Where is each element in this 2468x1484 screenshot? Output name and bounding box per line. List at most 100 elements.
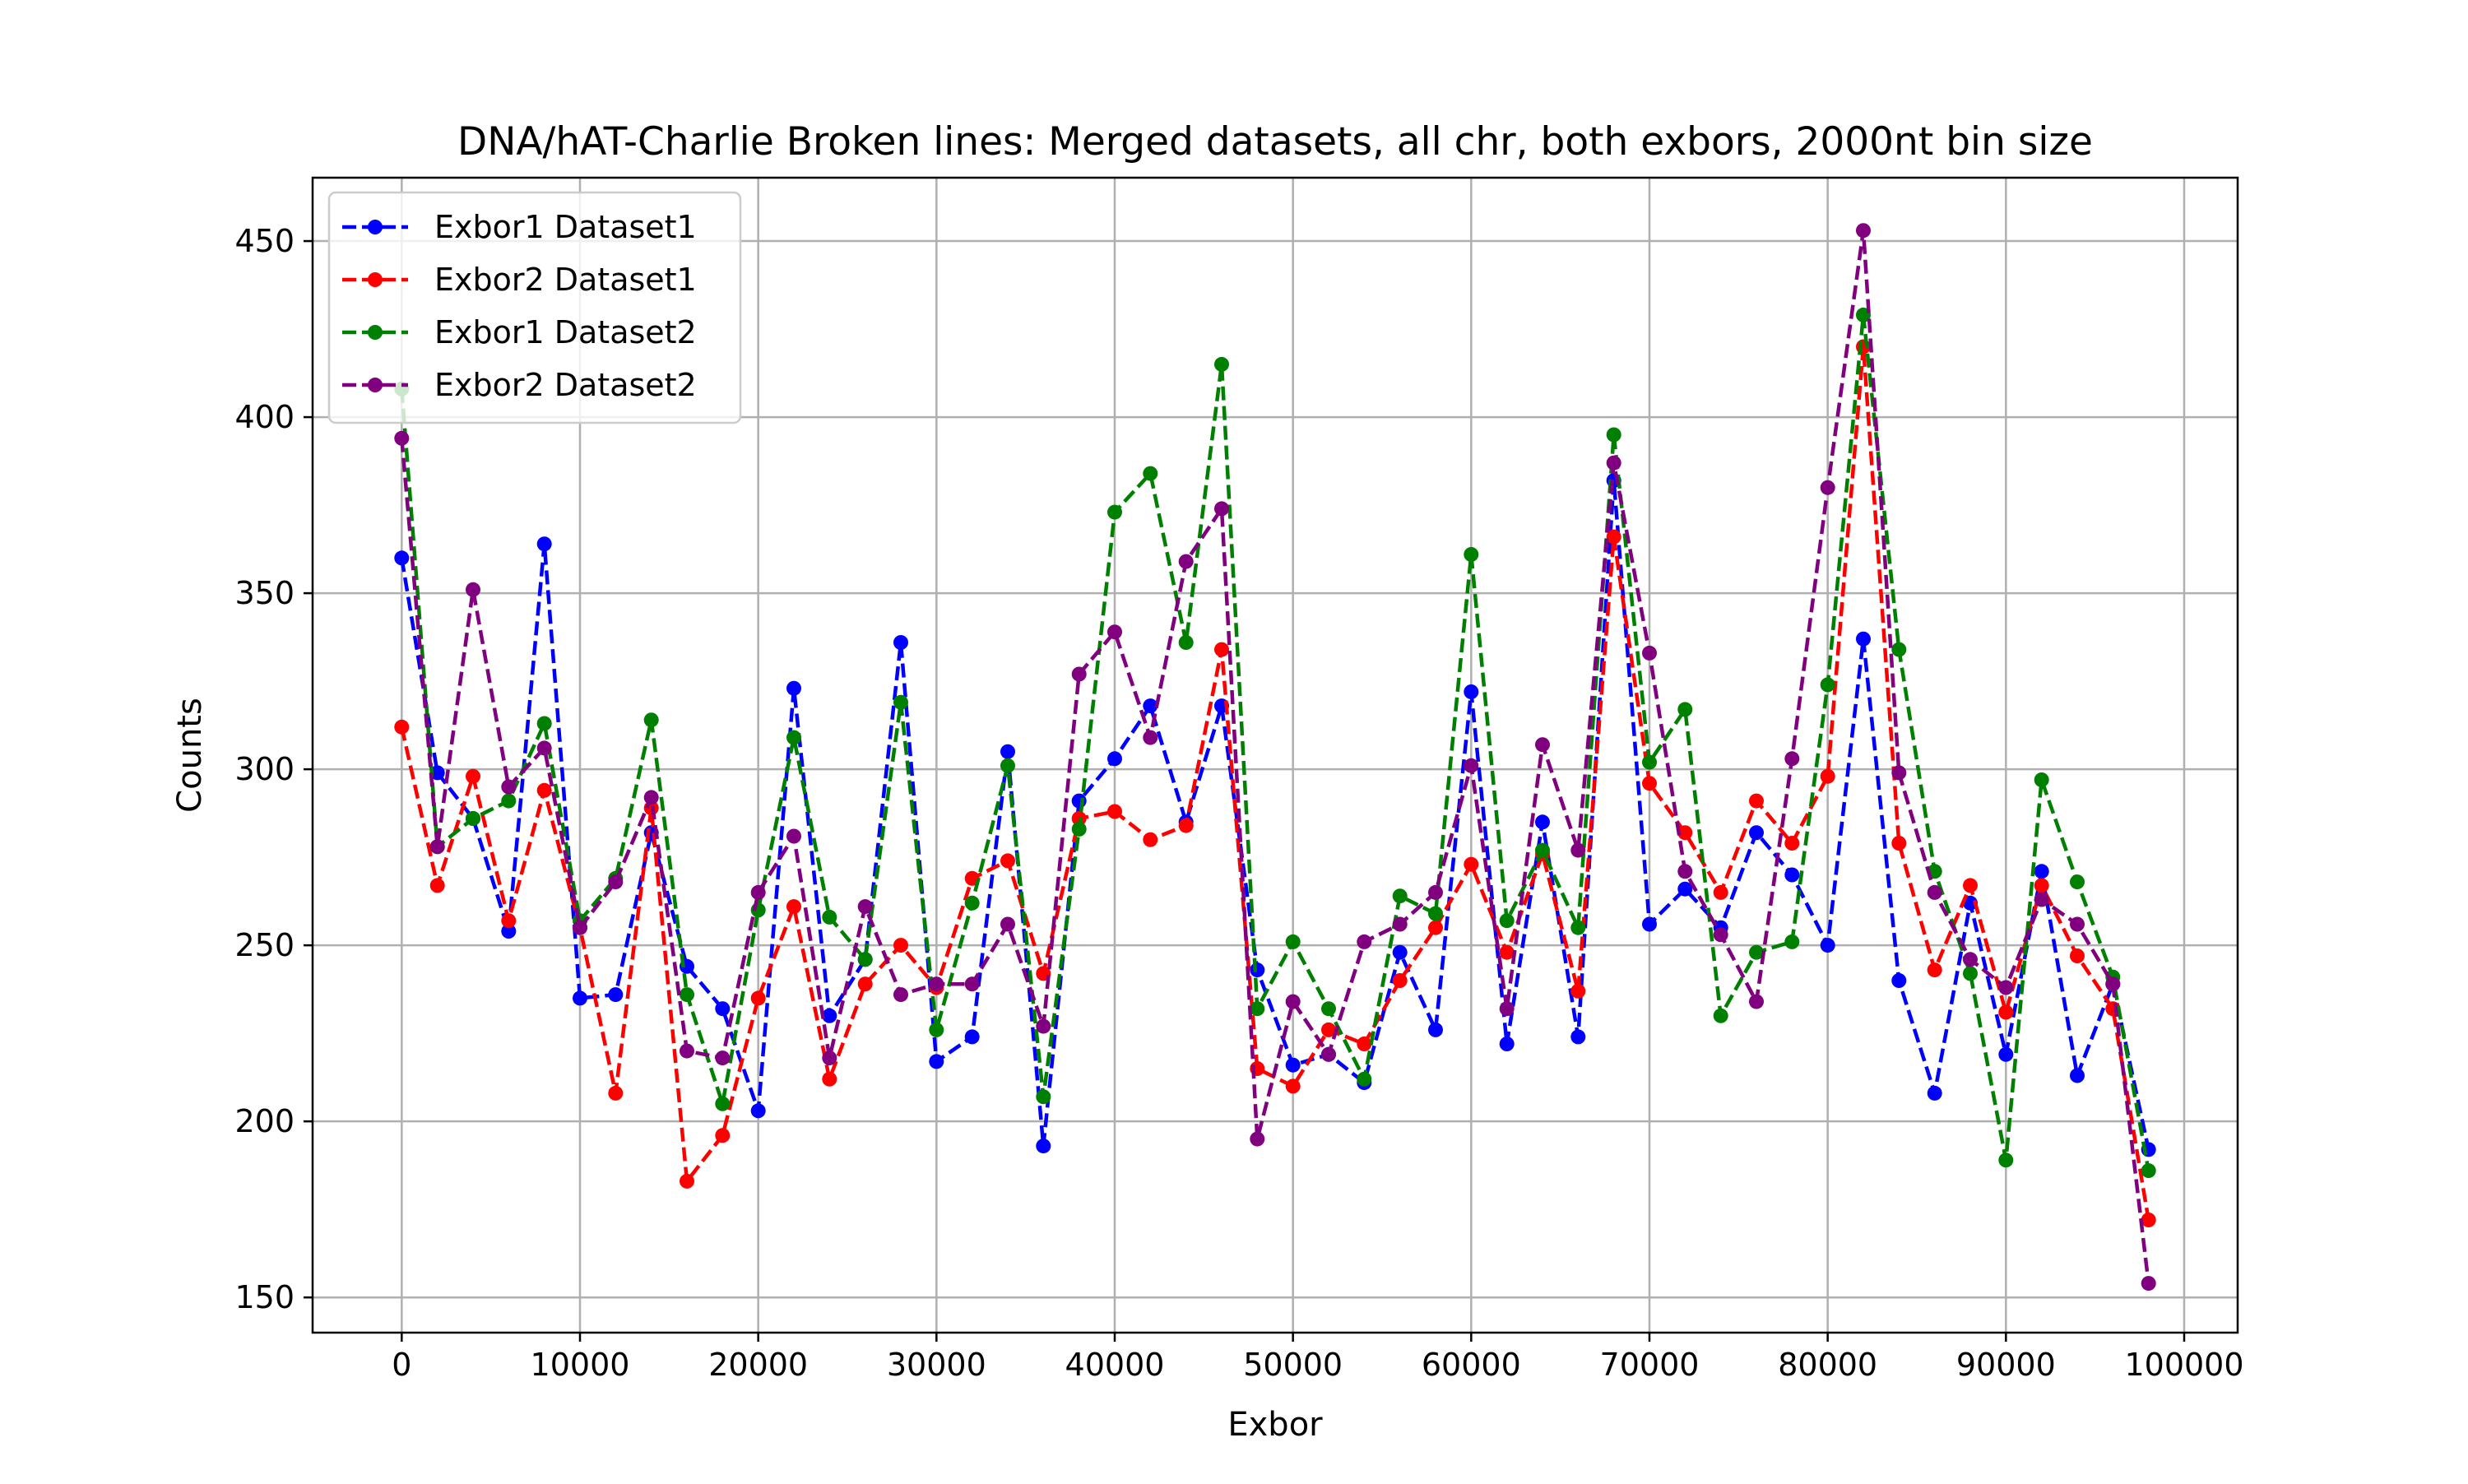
legend-marker xyxy=(368,325,383,340)
data-point xyxy=(822,1071,837,1087)
data-point xyxy=(2105,976,2121,992)
data-point xyxy=(1357,934,1372,949)
data-point xyxy=(964,895,980,911)
data-point xyxy=(822,909,837,925)
data-point xyxy=(536,782,552,798)
data-point xyxy=(1321,1001,1336,1017)
data-point xyxy=(1570,842,1586,858)
data-point xyxy=(2034,864,2049,879)
data-point xyxy=(501,793,517,809)
data-point xyxy=(1250,962,1265,978)
data-point xyxy=(1820,768,1835,784)
data-point xyxy=(1642,776,1657,791)
x-tick-label: 80000 xyxy=(1778,1347,1877,1383)
series-3 xyxy=(394,307,2156,1179)
data-point xyxy=(786,828,801,844)
data-point xyxy=(1392,973,1408,988)
data-point xyxy=(964,976,980,992)
data-point xyxy=(429,878,445,893)
data-point xyxy=(1998,1004,2014,1020)
data-point xyxy=(2141,1276,2156,1292)
data-point xyxy=(1570,920,1586,935)
data-point xyxy=(1749,944,1764,960)
data-point xyxy=(1677,864,1693,879)
data-point xyxy=(1178,635,1194,650)
data-point xyxy=(1963,966,1978,981)
data-point xyxy=(1000,758,1015,773)
series-line xyxy=(400,228,2150,1284)
data-point xyxy=(750,990,766,1006)
data-point xyxy=(857,899,873,915)
data-point xyxy=(1392,916,1408,932)
data-point xyxy=(715,1128,731,1143)
data-point xyxy=(1428,906,1443,921)
data-point xyxy=(1927,1085,1942,1101)
data-point xyxy=(1820,677,1835,693)
legend-item: Exbor2 Dataset2 xyxy=(342,367,697,403)
data-point xyxy=(1570,983,1586,999)
data-point xyxy=(1570,1029,1586,1045)
data-point xyxy=(1642,916,1657,932)
data-point xyxy=(1214,356,1229,372)
data-point xyxy=(1891,765,1907,781)
data-point xyxy=(643,790,659,805)
y-axis-label: Counts xyxy=(171,698,209,813)
data-point xyxy=(1214,501,1229,517)
data-point xyxy=(1784,751,1800,767)
data-point xyxy=(608,1085,624,1101)
data-point xyxy=(1107,804,1122,819)
legend-box xyxy=(327,191,742,424)
data-point xyxy=(1998,980,2014,995)
data-point xyxy=(1392,944,1408,960)
x-tick-label: 90000 xyxy=(1956,1347,2056,1383)
data-point xyxy=(1784,867,1800,883)
data-point xyxy=(2070,1068,2085,1083)
legend-marker xyxy=(368,378,383,392)
data-point xyxy=(822,1008,837,1023)
data-point xyxy=(1428,1022,1443,1037)
data-point xyxy=(536,716,552,731)
data-point xyxy=(394,719,410,735)
data-point xyxy=(1285,994,1301,1009)
data-point xyxy=(1464,547,1479,562)
data-point xyxy=(2034,772,2049,787)
data-point xyxy=(466,811,480,826)
data-point xyxy=(1071,666,1087,682)
data-point xyxy=(1250,1131,1265,1147)
data-point xyxy=(394,550,410,566)
data-point xyxy=(1464,684,1479,699)
x-axis-label: Exbor xyxy=(1227,1406,1323,1444)
data-point xyxy=(1927,884,1942,900)
data-point xyxy=(2070,874,2085,890)
grid-lines xyxy=(313,178,2238,1333)
axis-ticks: 0 10000 20000 30000 40000 50000 60000 70000 8000… xyxy=(234,223,2243,1383)
legend: Exbor1 Dataset1 Exbor2 Dataset1 Exbor1 Dat… xyxy=(327,191,742,424)
data-point xyxy=(1606,427,1621,443)
data-point xyxy=(2141,1213,2156,1227)
y-tick-label: 350 xyxy=(234,575,295,611)
data-point xyxy=(1963,895,1978,911)
data-point xyxy=(1036,1139,1051,1154)
data-point xyxy=(1713,1008,1728,1023)
data-point xyxy=(786,730,801,745)
data-point xyxy=(1749,825,1764,841)
series-4 xyxy=(394,223,2156,1292)
data-point xyxy=(1499,944,1515,960)
series-layer xyxy=(394,223,2156,1292)
data-point xyxy=(1535,737,1550,753)
x-tick-label: 20000 xyxy=(708,1347,808,1383)
chart-title: DNA/hAT-Charlie Broken lines: Merged dat… xyxy=(457,119,2093,165)
data-point xyxy=(1214,642,1229,657)
data-point xyxy=(715,1096,731,1111)
data-point xyxy=(1178,818,1194,833)
data-point xyxy=(1677,702,1693,717)
legend-label: Exbor1 Dataset2 xyxy=(434,314,697,350)
x-tick-label: 10000 xyxy=(531,1347,630,1383)
data-point xyxy=(750,1103,766,1119)
data-point xyxy=(536,740,552,756)
data-point xyxy=(466,768,480,784)
legend-label: Exbor2 Dataset1 xyxy=(434,262,697,298)
data-point xyxy=(1784,934,1800,949)
data-point xyxy=(1107,751,1122,767)
x-tick-label: 50000 xyxy=(1243,1347,1343,1383)
